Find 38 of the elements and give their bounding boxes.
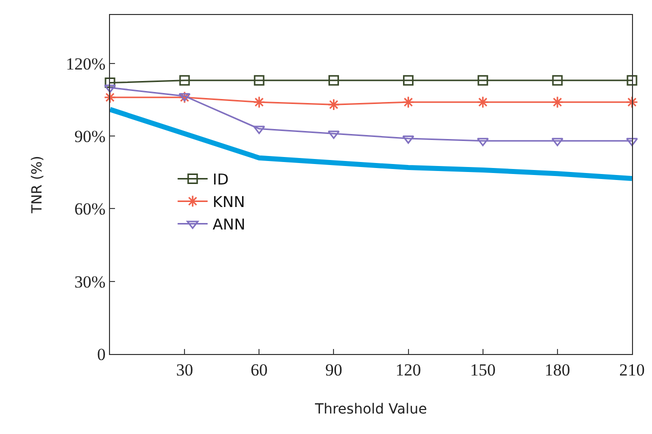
point: [328, 75, 339, 86]
y-tick-label: 60%: [74, 200, 106, 219]
x-tick-label: 150: [470, 360, 496, 380]
point: [478, 75, 488, 86]
point: [254, 75, 264, 86]
x-tick-label: 120: [396, 360, 422, 380]
y-tick-label: 90%: [74, 127, 106, 146]
point: [552, 75, 563, 86]
point: [104, 84, 116, 93]
point: [253, 126, 266, 134]
point: [551, 96, 564, 108]
point: [179, 75, 190, 86]
y-tick-label: 0: [97, 344, 106, 364]
point: [328, 98, 340, 111]
point: [626, 75, 638, 86]
point: [626, 96, 638, 108]
point: [476, 96, 490, 108]
point: [252, 96, 266, 108]
legend-label: KNN: [212, 193, 245, 212]
x-tick-label: 60: [250, 360, 268, 380]
point: [551, 138, 564, 146]
point: [626, 138, 638, 146]
point: [476, 138, 489, 146]
point: [104, 78, 116, 88]
y-axis-title: TNR (%): [30, 156, 46, 214]
point: [104, 91, 116, 104]
point: [402, 135, 414, 144]
x-tick-label: 90: [325, 360, 342, 380]
legend-label: ANN: [212, 216, 246, 234]
legend-label: ID: [212, 170, 229, 189]
y-tick-label: 30%: [74, 272, 106, 292]
point: [403, 75, 414, 86]
x-tick-label: 180: [544, 360, 570, 380]
x-tick-label: 30: [176, 360, 194, 380]
point: [402, 96, 414, 108]
x-axis-title: Threshold Value: [314, 402, 427, 418]
y-tick-label: 120%: [66, 54, 106, 74]
x-tick-label: 210: [619, 360, 645, 380]
